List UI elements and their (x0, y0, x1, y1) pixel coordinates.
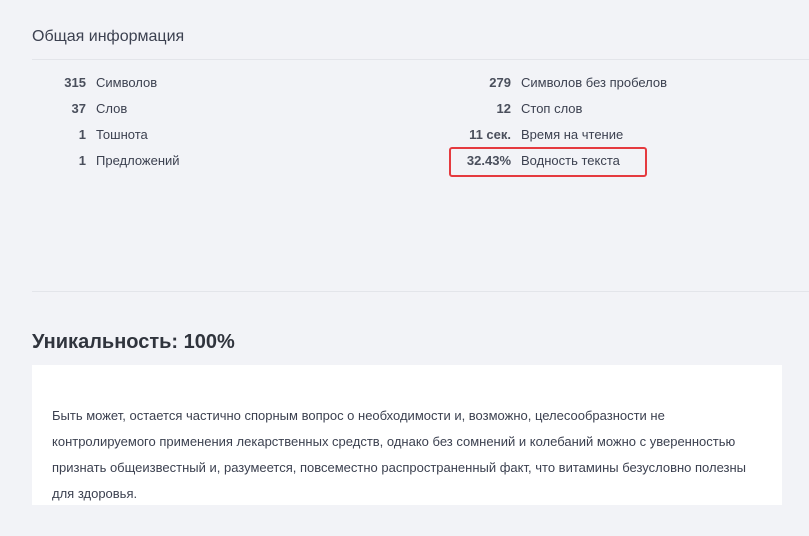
stat-label: Символов без пробелов (521, 74, 668, 90)
stat-reading-time: 11 сек. Время на чтение (431, 124, 623, 144)
stat-label: Водность текста (521, 152, 620, 168)
stat-label: Слов (96, 100, 128, 116)
highlight-box (449, 147, 647, 177)
stat-sentences: 1 Предложений (32, 150, 180, 170)
uniqueness-heading: Уникальность: 100% (32, 331, 235, 353)
stat-value: 1 (78, 126, 86, 142)
general-info-title: Общая информация (32, 28, 185, 45)
stat-value: 11 сек. (469, 126, 511, 142)
stat-value: 279 (489, 74, 511, 90)
stat-words: 37 Слов (32, 98, 128, 118)
stat-label: Время на чтение (521, 126, 624, 142)
divider (32, 291, 809, 292)
stat-nausea: 1 Тошнота (32, 124, 148, 144)
text-box: Быть может, остается частично спорным во… (32, 365, 782, 505)
stat-value: 12 (496, 100, 511, 116)
stat-value: 32.43% (466, 152, 511, 168)
stat-stop-words: 12 Стоп слов (431, 98, 583, 118)
stat-value: 37 (71, 100, 86, 116)
checked-text: Быть может, остается частично спорным во… (52, 408, 746, 501)
stat-label: Символов (96, 74, 158, 90)
stat-label: Предложений (96, 152, 180, 168)
divider (32, 59, 809, 60)
stat-label: Стоп слов (521, 100, 583, 116)
stat-value: 315 (64, 74, 86, 90)
stat-water: 32.43% Водность текста (431, 150, 620, 170)
stat-characters: 315 Символов (32, 72, 157, 92)
stat-label: Тошнота (96, 126, 148, 142)
stat-value: 1 (78, 152, 86, 168)
stat-characters-no-spaces: 279 Символов без пробелов (431, 72, 667, 92)
